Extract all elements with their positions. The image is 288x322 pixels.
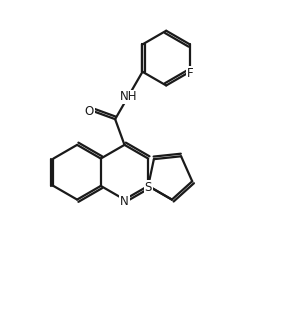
Text: O: O [85,105,94,118]
Text: F: F [187,67,193,80]
Text: S: S [145,181,152,194]
Text: NH: NH [120,90,138,103]
Text: N: N [120,194,129,208]
